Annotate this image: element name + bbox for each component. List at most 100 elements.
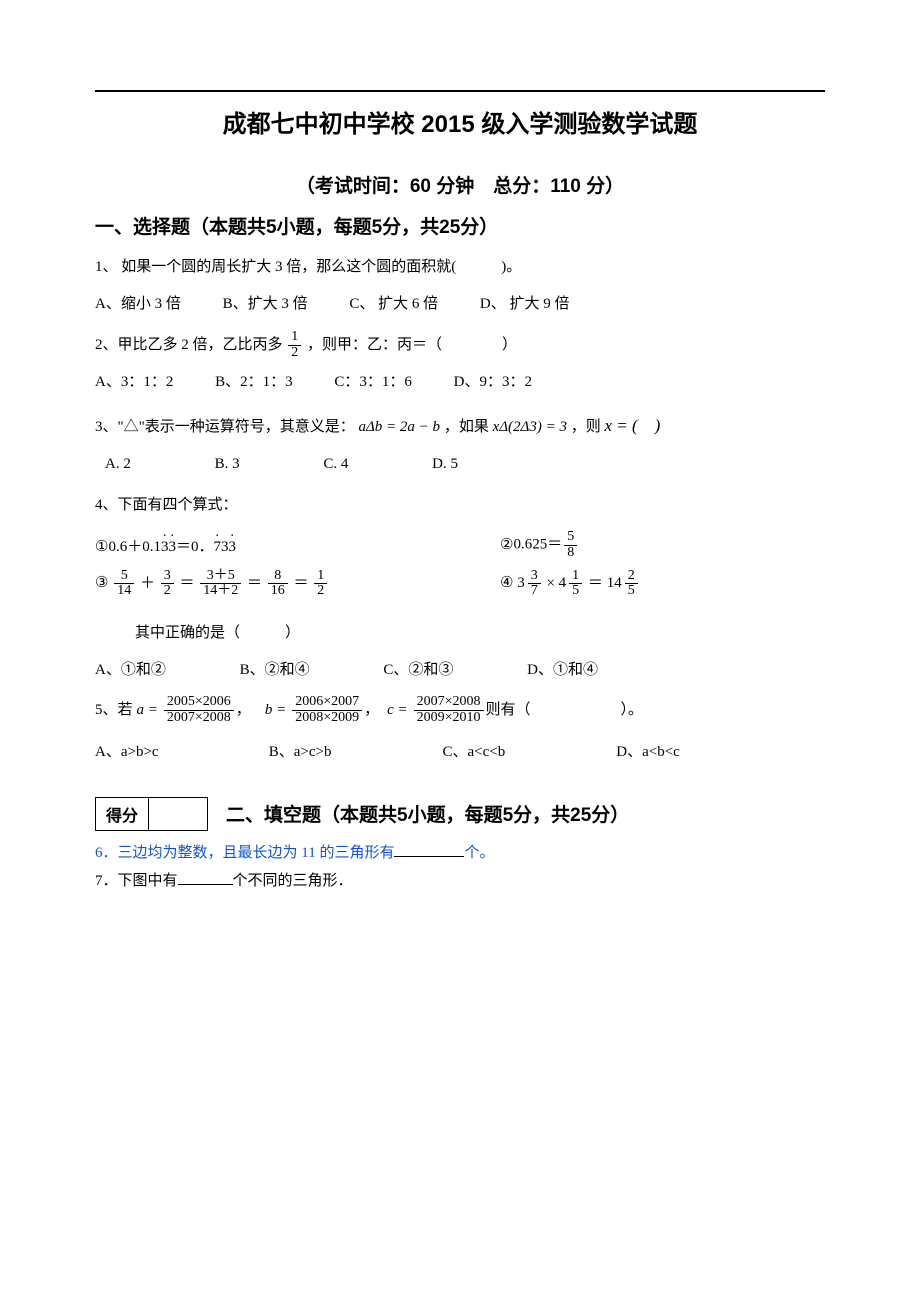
q5-b-frac: 2006×20072008×2009: [292, 695, 362, 725]
q4-i4-eq: ＝: [588, 575, 603, 591]
q4-i2-pre: 0.625＝: [513, 537, 562, 553]
q4-item3: ③ 514 ＋ 32 ＝ 3＋514＋2 ＝ 816 ＝ 12: [95, 569, 420, 599]
q1-options: A、缩小 3 倍 B、扩大 3 倍 C、 扩大 6 倍 D、 扩大 9 倍: [95, 288, 825, 321]
q4-item2: ②0.625＝58: [420, 530, 825, 560]
q3-opt-d: D. 5: [432, 448, 458, 481]
q5-sep2: ，: [364, 695, 379, 725]
q4-i3-f5d: 2: [314, 584, 327, 599]
q4-i4-f1d: 7: [528, 584, 541, 599]
q7-blank: [178, 870, 233, 885]
q5-a-den: 2007×2008: [164, 711, 234, 726]
q5-c-frac: 2007×20082009×2010: [414, 695, 484, 725]
q4-i3-f3: 3＋514＋2: [200, 569, 241, 599]
q1-opt-b: B、扩大 3 倍: [223, 288, 308, 321]
q7-text: 7．下图中有 个不同的三角形．: [95, 867, 825, 896]
q2-options: A、3：1：2 B、2：1：3 C：3：1：6 D、9：3：2: [95, 366, 825, 399]
q5-c-den: 2009×2010: [414, 711, 484, 726]
q4-tail: 其中正确的是（ ）: [95, 617, 825, 650]
q1-opt-a: A、缩小 3 倍: [95, 288, 181, 321]
q5-b-num: 2006×2007: [292, 695, 362, 711]
q1-opt-d: D、 扩大 9 倍: [480, 288, 570, 321]
q3-options: A. 2 B. 3 C. 4 D. 5: [95, 448, 825, 481]
q4-i1-d2: 3: [168, 539, 176, 556]
q3-text: 3、"△"表示一种运算符号，其意义是： aΔb = 2a − b ，如果 xΔ(…: [95, 407, 825, 444]
q1-opt-c: C、 扩大 6 倍: [349, 288, 438, 321]
q4-c4: ④: [500, 573, 513, 592]
document-title: 成都七中初中学校 2015 级入学测验数学试题: [95, 104, 825, 139]
q4-i4-f1n: 3: [528, 569, 541, 585]
q3-f2: xΔ(2Δ3) = 3: [493, 419, 567, 435]
q7-post: 个不同的三角形．: [233, 873, 353, 889]
q4-text: 4、下面有四个算式：: [95, 489, 825, 522]
q4-i4-f3d: 5: [625, 584, 638, 599]
q3-pre: 3、"△"表示一种运算符号，其意义是：: [95, 419, 355, 435]
q4-opt-d: D、①和④: [527, 654, 598, 687]
q4-i3-f4: 816: [268, 569, 288, 599]
q5-a-frac: 2005×20062007×2008: [164, 695, 234, 725]
q4-i1-d1: 3: [161, 539, 169, 556]
q4-i3-f5n: 1: [314, 569, 327, 585]
header-rule: [95, 90, 825, 92]
q5-sep1: ，: [236, 695, 251, 725]
document-subtitle: （考试时间：60 分钟 总分：110 分）: [95, 171, 825, 198]
section2-header: 二、填空题（本题共5小题，每题5分，共25分）: [226, 800, 629, 827]
q4-i3-eq1: ＝: [179, 575, 194, 591]
q4-i4-f3: 25: [625, 569, 638, 599]
q3-opt-c: C. 4: [323, 448, 348, 481]
q4-i3-f2d: 2: [161, 584, 174, 599]
q3-f1: aΔb = 2a − b: [359, 419, 441, 435]
q5-options: A、a>b>c B、a>c>b C、a<c<b D、a<b<c: [95, 736, 825, 769]
q4-row2: ③ 514 ＋ 32 ＝ 3＋514＋2 ＝ 816 ＝ 12 ④ 337 × …: [95, 569, 825, 599]
score-value-cell: [149, 798, 207, 830]
q5-opt-a: A、a>b>c: [95, 736, 265, 769]
q4-item4: ④ 337 × 415 ＝ 1425: [420, 569, 825, 599]
q4-i3-f1: 514: [114, 569, 134, 599]
q3-opt-b: B. 3: [215, 448, 240, 481]
section2-header-row: 得分 二、填空题（本题共5小题，每题5分，共25分）: [95, 797, 825, 831]
q1-text: 1、 如果一个圆的周长扩大 3 倍，那么这个圆的面积就( )。: [95, 251, 825, 284]
q4-i4-m2: 415: [559, 569, 585, 599]
q4-options: A、①和② B、②和④ C、②和③ D、①和④: [95, 654, 825, 687]
q5-opt-d: D、a<b<c: [616, 736, 786, 769]
q6-post: 个。: [464, 845, 494, 861]
q4-i4-f2: 15: [569, 569, 582, 599]
q2-post: ，则甲：乙：丙＝（ ）: [307, 337, 517, 353]
q2-frac-den: 2: [288, 346, 301, 361]
score-box: 得分: [95, 797, 208, 831]
q4-i4-times: ×: [546, 575, 554, 591]
q4-i2-num: 5: [564, 530, 577, 546]
q5-b-lhs: b =: [265, 695, 286, 725]
q5-pre: 5、若: [95, 695, 133, 725]
q4-i3-f2n: 3: [161, 569, 174, 585]
q4-c1: ①: [95, 537, 108, 556]
q4-i3-f4d: 16: [268, 584, 288, 599]
q4-i4-f3n: 2: [625, 569, 638, 585]
q5-c-lhs: c =: [387, 695, 408, 725]
q2-pre: 2、甲比乙多 2 倍，乙比丙多: [95, 337, 283, 353]
q5-a-lhs: a =: [137, 695, 158, 725]
q7-pre: 7．下图中有: [95, 873, 178, 889]
q4-i3-f3n: 3＋5: [200, 569, 241, 585]
q5-opt-c: C、a<c<b: [443, 736, 613, 769]
score-label: 得分: [96, 798, 149, 830]
q4-i3-eq3: ＝: [294, 575, 309, 591]
q4-i3-f3d: 14＋2: [200, 584, 241, 599]
q4-i4-w1: 3: [517, 575, 525, 592]
q4-c2: ②: [500, 535, 513, 554]
q2-opt-b: B、2：1：3: [215, 366, 293, 399]
q3-mid: ，如果: [444, 419, 493, 435]
q4-i4-w3: 14: [607, 575, 622, 592]
q4-i1-mid: ＝0．: [176, 539, 214, 555]
q4-opt-c: C、②和③: [383, 654, 453, 687]
q2-opt-a: A、3：1：2: [95, 366, 173, 399]
q4-i3-f5: 12: [314, 569, 327, 599]
q3-opt-a: A. 2: [105, 448, 131, 481]
q2-opt-d: D、9：3：2: [454, 366, 532, 399]
q4-i3-eq2: ＝: [247, 575, 262, 591]
q4-i3-f1n: 5: [114, 569, 134, 585]
q4-opt-b: B、②和④: [240, 654, 310, 687]
q4-i4-f1: 37: [528, 569, 541, 599]
q4-i1-d5: 3: [228, 539, 236, 556]
q5-b-den: 2008×2009: [292, 711, 362, 726]
q4-c3: ③: [95, 573, 108, 592]
